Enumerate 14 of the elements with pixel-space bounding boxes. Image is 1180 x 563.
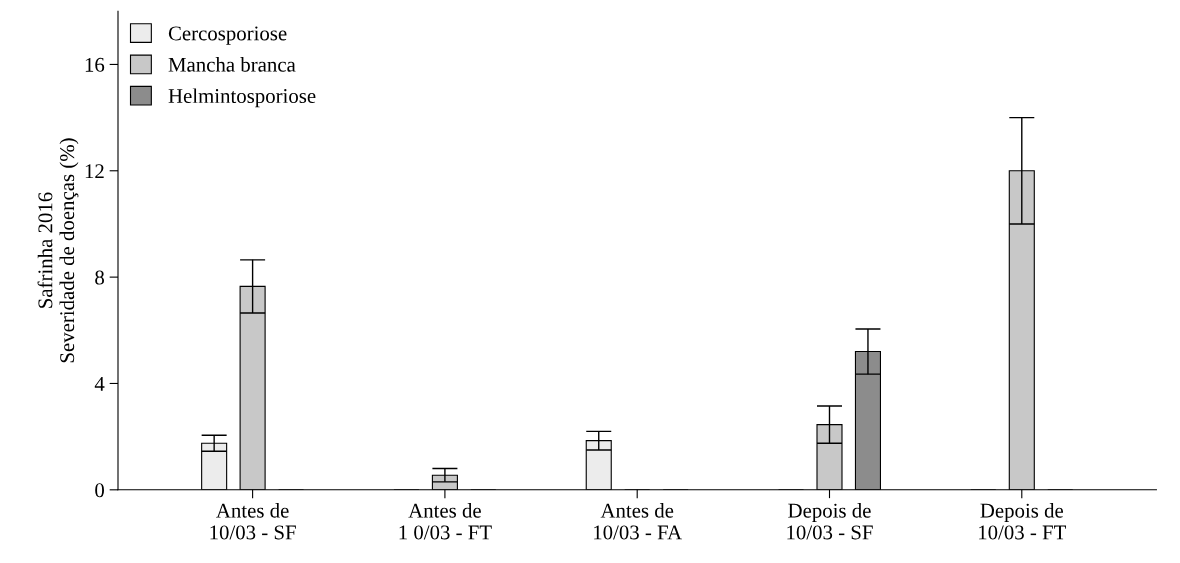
x-tick-label: Depois de 10/03 - SF [787,503,873,540]
y-tick-label: 4 [94,376,105,391]
y-tick-label: 8 [95,270,105,285]
y-tick-label: 0 [95,483,105,498]
legend-label: Helmintosporiose [168,88,316,108]
x-tick-label: Antes de 1 0/03 - FT [399,503,492,540]
legend-label: Mancha branca [168,57,296,72]
x-tick-label: Antes de 10/03 - FA [594,503,682,540]
y-axis-title: Safrinha 2016 Severidade de doenças (%) [37,138,79,363]
y-tick-label: 16 [85,57,105,72]
legend-label: Cercosporiose [168,26,287,45]
x-tick-label: Antes de 10/03 - SF [210,503,296,540]
x-tick-label: Depois de 10/03 - FT [979,503,1067,540]
y-tick-label: 12 [85,164,104,178]
